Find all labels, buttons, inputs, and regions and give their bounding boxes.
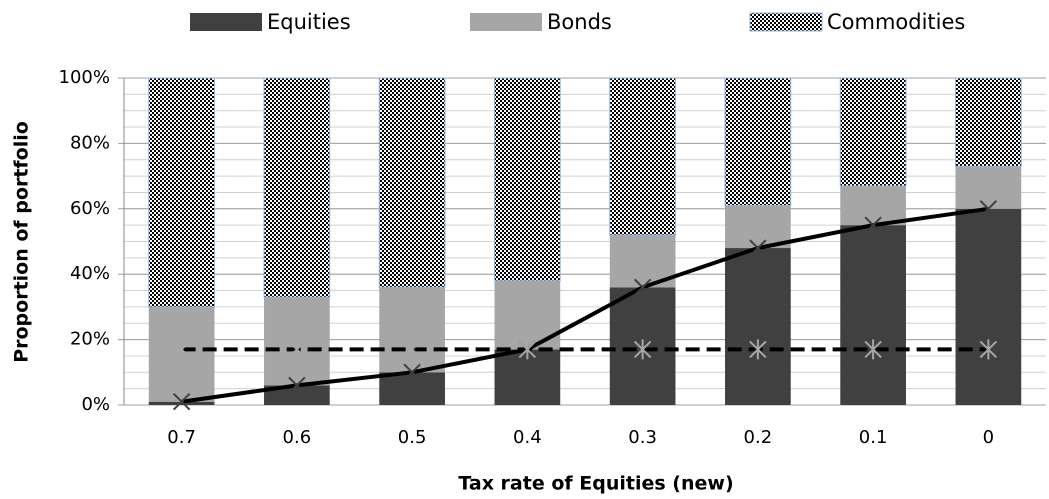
line-marker bbox=[749, 339, 767, 360]
bar-segment bbox=[955, 208, 1022, 405]
bar-segment bbox=[724, 77, 792, 207]
bar-segment bbox=[263, 77, 331, 298]
bar-segment bbox=[725, 248, 791, 405]
x-tick-label: 0.6 bbox=[283, 427, 312, 448]
legend-label: Bonds bbox=[547, 10, 612, 34]
bar-segment bbox=[148, 401, 215, 405]
bar-segment bbox=[840, 225, 906, 405]
x-tick-label: 0 bbox=[983, 427, 994, 448]
line-marker bbox=[633, 278, 652, 296]
bar-segment bbox=[609, 77, 676, 236]
line-marker bbox=[633, 339, 652, 360]
bar-segment bbox=[148, 77, 215, 308]
x-tick-label: 0.2 bbox=[744, 427, 773, 448]
x-tick-label: 0.1 bbox=[859, 427, 888, 448]
y-tick-label: 40% bbox=[70, 263, 110, 284]
y-tick-label: 0% bbox=[81, 394, 110, 415]
line-marker bbox=[979, 339, 998, 360]
line-marker bbox=[864, 339, 882, 360]
bar-segment bbox=[839, 77, 907, 187]
line-marker bbox=[403, 339, 421, 360]
line-marker bbox=[172, 339, 191, 360]
bar-segment bbox=[955, 77, 1022, 167]
bar-segment bbox=[379, 372, 445, 405]
x-tick-label: 0.7 bbox=[167, 427, 196, 448]
x-tick-label: 0.4 bbox=[513, 427, 542, 448]
line-marker bbox=[864, 216, 882, 234]
bar-segment bbox=[378, 77, 446, 288]
line-marker bbox=[749, 239, 767, 257]
legend-label: Equities bbox=[267, 10, 351, 34]
line-marker bbox=[288, 376, 306, 395]
line-marker bbox=[979, 200, 998, 218]
legend-label: Commodities bbox=[827, 10, 965, 34]
bar-segment bbox=[840, 185, 906, 226]
bar-segment bbox=[494, 77, 561, 282]
y-tick-label: 80% bbox=[70, 132, 110, 153]
legend-swatch bbox=[470, 13, 542, 31]
legend-swatch bbox=[190, 13, 262, 31]
bar-segment bbox=[379, 287, 445, 373]
x-axis-title: Tax rate of Equities (new) bbox=[458, 473, 733, 495]
line-marker bbox=[518, 339, 537, 360]
line-marker bbox=[172, 393, 191, 411]
y-axis-title: Proportion of portfolio bbox=[11, 121, 33, 363]
y-tick-label: 60% bbox=[70, 198, 110, 219]
bar-segment bbox=[264, 385, 330, 405]
y-tick-label: 20% bbox=[70, 329, 110, 350]
y-tick-label: 100% bbox=[59, 67, 110, 88]
legend-swatch bbox=[749, 12, 823, 32]
line-marker bbox=[403, 363, 421, 382]
line-marker bbox=[288, 339, 306, 360]
bar-segment bbox=[725, 205, 791, 249]
line-series bbox=[181, 206, 989, 404]
x-tick-label: 0.3 bbox=[628, 427, 657, 448]
x-tick-label: 0.5 bbox=[398, 427, 427, 448]
bar-segment bbox=[955, 166, 1022, 209]
